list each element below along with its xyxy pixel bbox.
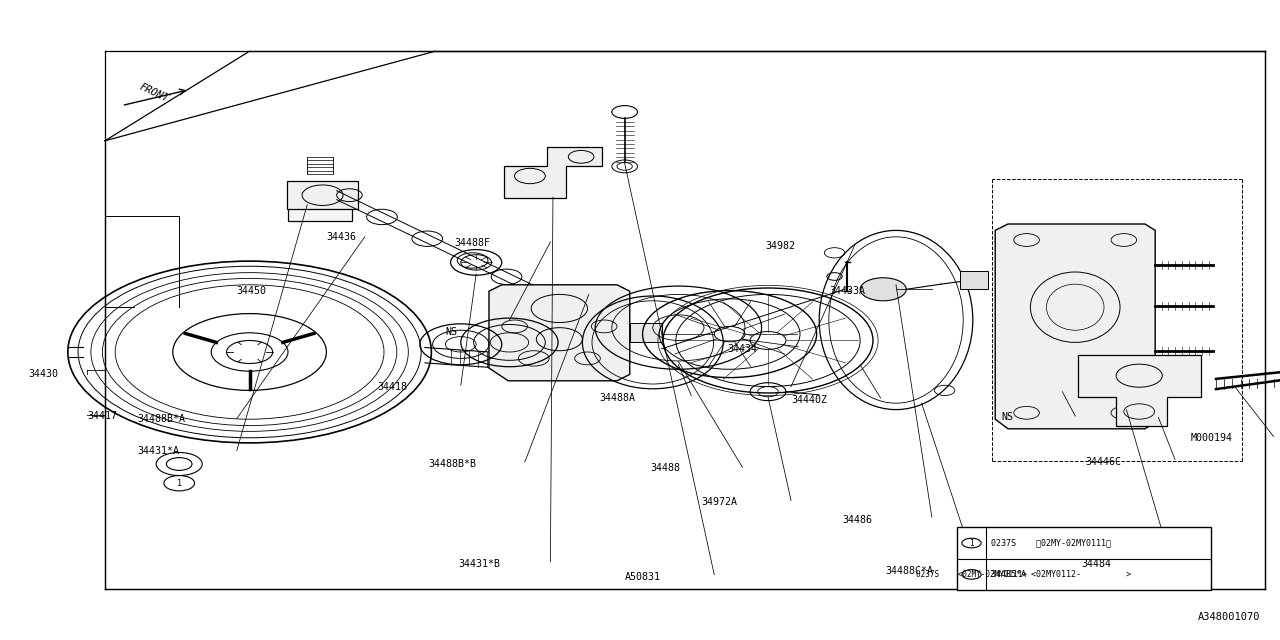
Text: NS: NS (445, 326, 457, 337)
Text: M000194: M000194 (1190, 433, 1233, 444)
Bar (287, 181, 358, 209)
Text: 0237S    <02MY-02MY0111>: 0237S <02MY-02MY0111> (916, 570, 1027, 579)
Text: 34488A: 34488A (599, 393, 635, 403)
Text: A50831: A50831 (625, 572, 660, 582)
Text: 34450: 34450 (237, 286, 266, 296)
Bar (630, 323, 662, 342)
Text: 34488: 34488 (650, 463, 680, 474)
Text: 34488B*A: 34488B*A (137, 414, 186, 424)
Text: A348001070: A348001070 (1198, 612, 1261, 622)
Text: 34446C: 34446C (1085, 457, 1121, 467)
Text: NS: NS (1001, 412, 1012, 422)
Text: 34431*A: 34431*A (137, 446, 179, 456)
Text: 34417: 34417 (87, 411, 116, 421)
Text: 34982: 34982 (765, 241, 795, 252)
Text: FRONT: FRONT (137, 82, 170, 104)
Bar (960, 271, 988, 289)
Text: 1: 1 (969, 538, 974, 548)
Polygon shape (489, 285, 630, 381)
Text: 34972A: 34972A (701, 497, 737, 508)
Polygon shape (996, 224, 1156, 429)
Text: 34431*B: 34431*B (458, 559, 500, 570)
Text: 34488B*B: 34488B*B (429, 459, 477, 469)
Text: 34418: 34418 (378, 382, 407, 392)
Bar (288, 190, 352, 221)
Circle shape (860, 278, 906, 301)
Text: 34433A: 34433A (829, 286, 865, 296)
Text: 0237S    。02MY-02MY0111〃: 0237S 。02MY-02MY0111〃 (991, 538, 1111, 548)
Text: 1: 1 (177, 479, 182, 488)
Text: 34488C*A: 34488C*A (886, 566, 934, 576)
Text: 34486: 34486 (842, 515, 872, 525)
Polygon shape (1078, 355, 1201, 426)
Text: 34484: 34484 (1082, 559, 1111, 570)
Text: 34485*A <02MY0112-         >: 34485*A <02MY0112- > (991, 570, 1130, 579)
Text: 34488F: 34488F (454, 238, 490, 248)
Polygon shape (504, 147, 602, 198)
Bar (957, 527, 1211, 590)
Text: 34440Z: 34440Z (791, 395, 827, 405)
Text: 34434: 34434 (727, 344, 756, 354)
Text: 34436: 34436 (326, 232, 356, 242)
Text: 34430: 34430 (28, 369, 58, 380)
